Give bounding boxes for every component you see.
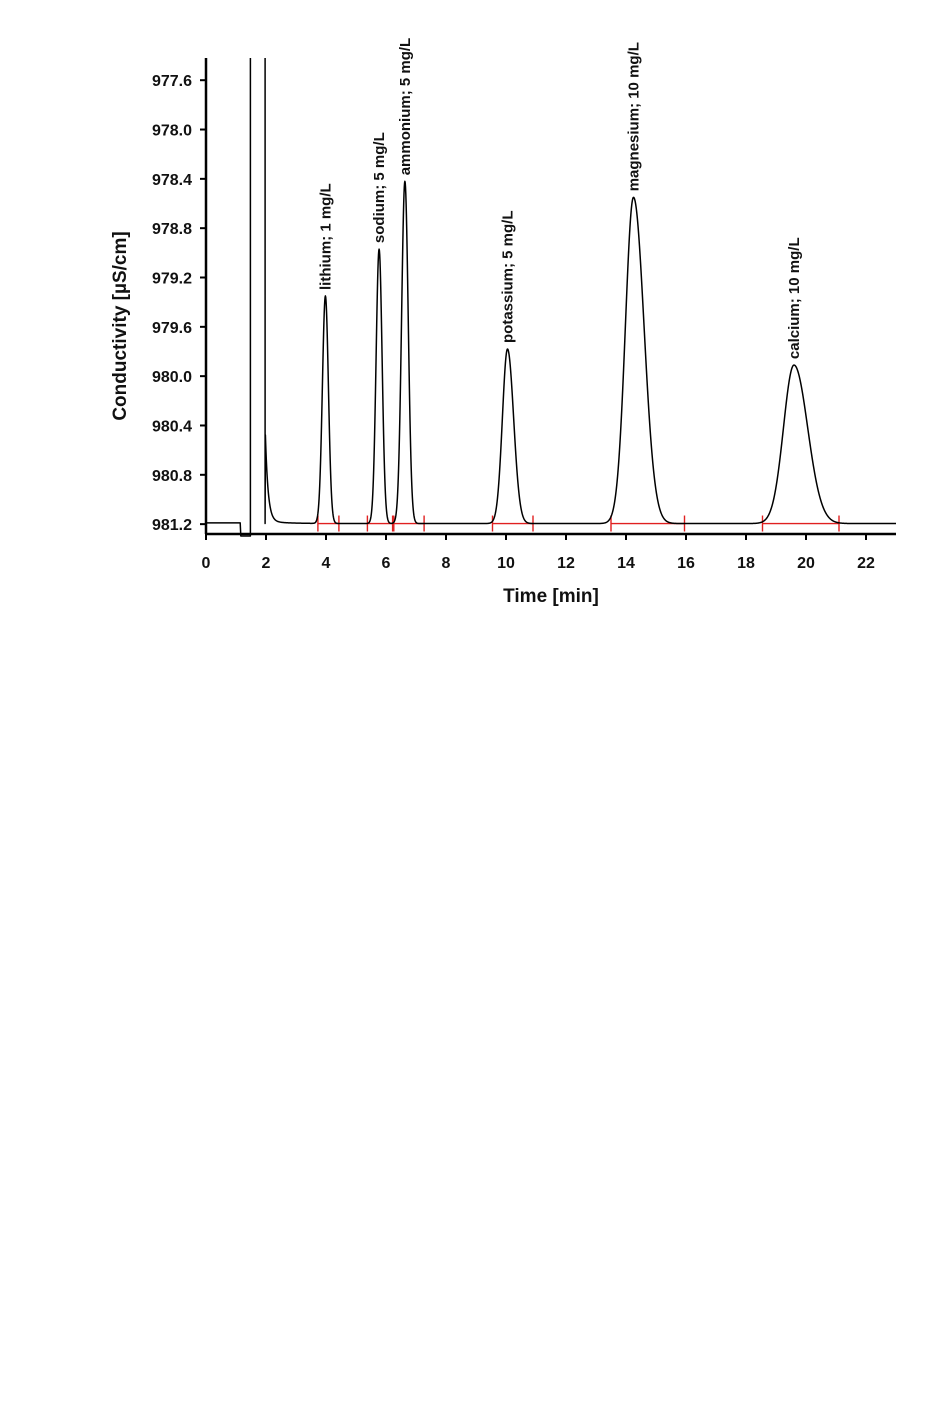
x-tick-label: 8 <box>442 555 451 572</box>
y-axis-ticks: 977.6 978.0 978.4 978.8 979.2 979.6 980.0 980.4… <box>152 73 206 534</box>
peak-label: calcium; 10 mg/L <box>786 237 803 359</box>
peak-label: sodium; 5 mg/L <box>371 132 388 243</box>
peak-label: lithium; 1 mg/L <box>317 183 334 290</box>
x-tick-label: 2 <box>262 555 271 572</box>
x-tick-label: 20 <box>797 555 815 572</box>
y-tick-label: 978.8 <box>152 221 192 238</box>
x-tick-label: 4 <box>322 555 331 572</box>
axes <box>204 58 896 536</box>
x-tick-label: 22 <box>857 555 875 572</box>
peak-label: potassium; 5 mg/L <box>500 210 517 343</box>
x-tick-label: 16 <box>677 555 695 572</box>
y-tick-label: 980.4 <box>152 418 192 435</box>
x-tick-label: 10 <box>497 555 515 572</box>
y-tick-label: 980.0 <box>152 369 192 386</box>
x-tick-label: 18 <box>737 555 755 572</box>
x-tick-label: 14 <box>617 555 635 572</box>
y-tick-label: 980.8 <box>152 468 192 485</box>
x-tick-label: 12 <box>557 555 575 572</box>
y-axis-title: Conductivity [µS/cm] <box>110 231 131 420</box>
integration-markers <box>317 515 840 532</box>
x-axis-title: Time [min] <box>503 586 599 607</box>
peak-label: magnesium; 10 mg/L <box>626 42 643 191</box>
y-tick-label: 977.6 <box>152 73 192 90</box>
chromatogram-trace <box>205 58 897 537</box>
x-tick-label: 6 <box>382 555 391 572</box>
y-tick-label: 978.4 <box>152 172 192 189</box>
x-axis-ticks: 0 2 4 6 8 10 12 14 16 18 20 22 <box>202 534 875 572</box>
y-tick-label: 979.6 <box>152 320 192 337</box>
y-tick-label: 978.0 <box>152 123 192 140</box>
x-tick-label: 0 <box>202 555 211 572</box>
peak-labels: lithium; 1 mg/L sodium; 5 mg/L ammonium; 5… <box>317 38 803 359</box>
y-tick-label: 981.2 <box>152 517 192 534</box>
y-tick-label: 979.2 <box>152 271 192 288</box>
peak-label: ammonium; 5 mg/L <box>397 38 414 176</box>
